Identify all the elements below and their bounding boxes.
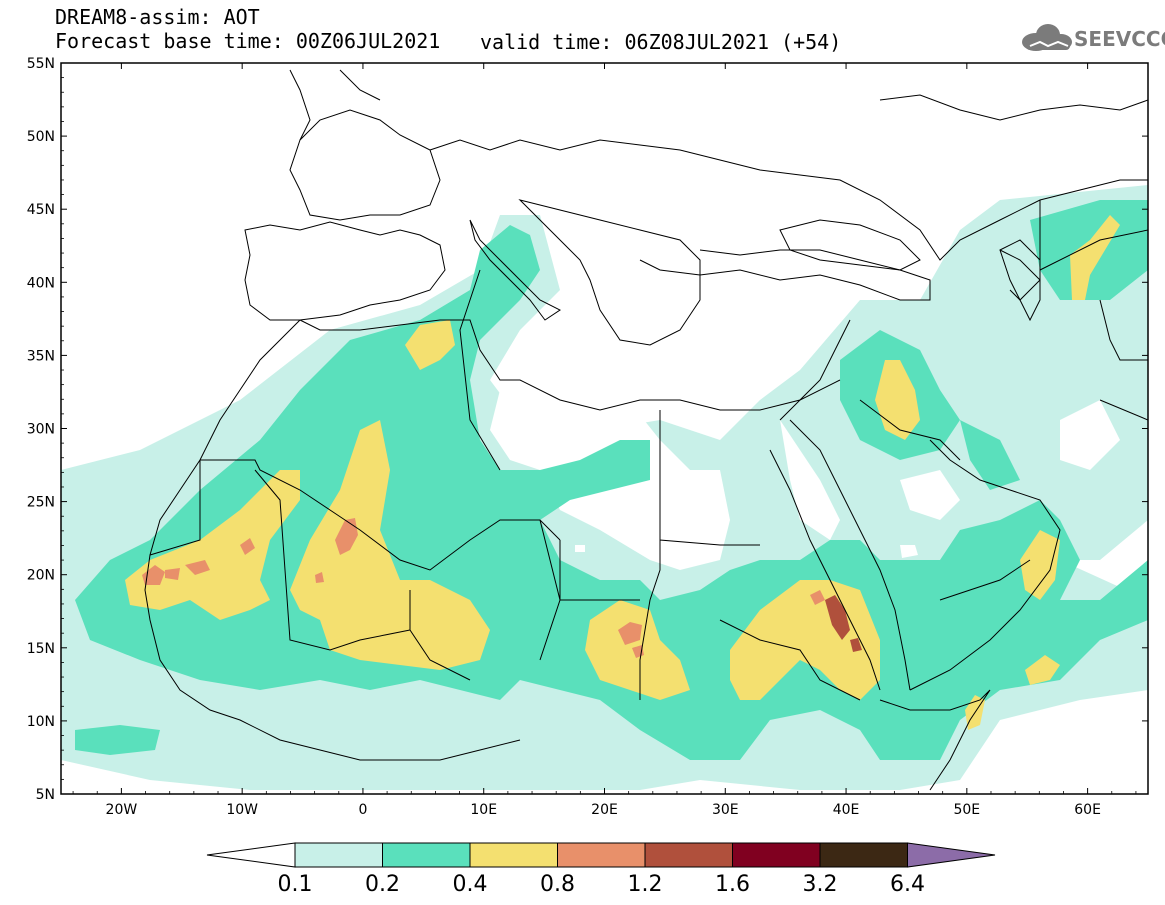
valid-time: valid time: 06Z08JUL2021 (+54) — [480, 30, 842, 54]
lon-label: 60E — [1074, 802, 1101, 818]
colorbar-segment — [732, 842, 821, 868]
map-title: DREAM8-assim: AOT — [55, 5, 260, 29]
colorbar-low-arrow — [206, 842, 296, 868]
aot-field — [61, 185, 1148, 790]
lat-label: 25N — [27, 495, 55, 511]
forecast-base-time: Forecast base time: 00Z06JUL2021 — [55, 29, 441, 53]
lat-label: 40N — [27, 275, 55, 291]
lat-label: 10N — [27, 714, 55, 730]
aot-band-1-2 — [825, 595, 862, 652]
colorbar-segment — [382, 842, 471, 868]
cloud-icon — [1022, 24, 1072, 51]
colorbar-segment — [469, 842, 558, 868]
lat-label: 45N — [27, 202, 55, 218]
lat-label: 20N — [27, 568, 55, 584]
colorbar-label: 0.4 — [453, 872, 488, 897]
lon-label: 50E — [953, 802, 980, 818]
aot-band-0-4 — [125, 215, 1120, 730]
country-borders — [144, 69, 1148, 791]
lat-label: 50N — [27, 129, 55, 145]
seevccc-logo — [1022, 24, 1072, 51]
colorbar-label: 6.4 — [890, 872, 925, 897]
colorbar-segment — [294, 842, 383, 868]
colorbar-high-arrow — [907, 842, 996, 868]
colorbar-label: 0.1 — [278, 872, 313, 897]
lon-label: 10W — [226, 802, 258, 818]
lon-label: 40E — [833, 802, 860, 818]
lat-label: 55N — [27, 56, 55, 72]
colorbar-segment — [557, 842, 646, 868]
colorbar: 0.1 0.2 0.4 0.8 1.2 1.6 3.2 6.4 — [206, 842, 996, 897]
colorbar-label: 1.2 — [628, 872, 663, 897]
lat-label: 5N — [36, 787, 55, 803]
colorbar-segment — [644, 842, 733, 868]
colorbar-label: 0.8 — [540, 872, 575, 897]
colorbar-label: 3.2 — [803, 872, 838, 897]
colorbar-label: 0.2 — [365, 872, 400, 897]
latitude-ticks: 55N 50N 45N 40N 35N 30N 25N 20N 15N 10N 5N — [27, 56, 1148, 803]
colorbar-segment — [819, 842, 908, 868]
logo-text: SEEVCCC — [1074, 27, 1165, 51]
aot-band-0-8 — [142, 518, 825, 658]
lat-label: 30N — [27, 422, 55, 438]
lon-label: 0 — [358, 802, 367, 818]
lat-label: 35N — [27, 348, 55, 364]
lon-label: 20E — [591, 802, 618, 818]
colorbar-label: 1.6 — [715, 872, 750, 897]
lat-label: 15N — [27, 641, 55, 657]
longitude-ticks: 20W 10W 0 10E 20E 30E 40E 50E 60E — [72, 63, 1137, 818]
lon-label: 10E — [470, 802, 497, 818]
lon-label: 30E — [712, 802, 739, 818]
lon-label: 20W — [106, 802, 138, 818]
